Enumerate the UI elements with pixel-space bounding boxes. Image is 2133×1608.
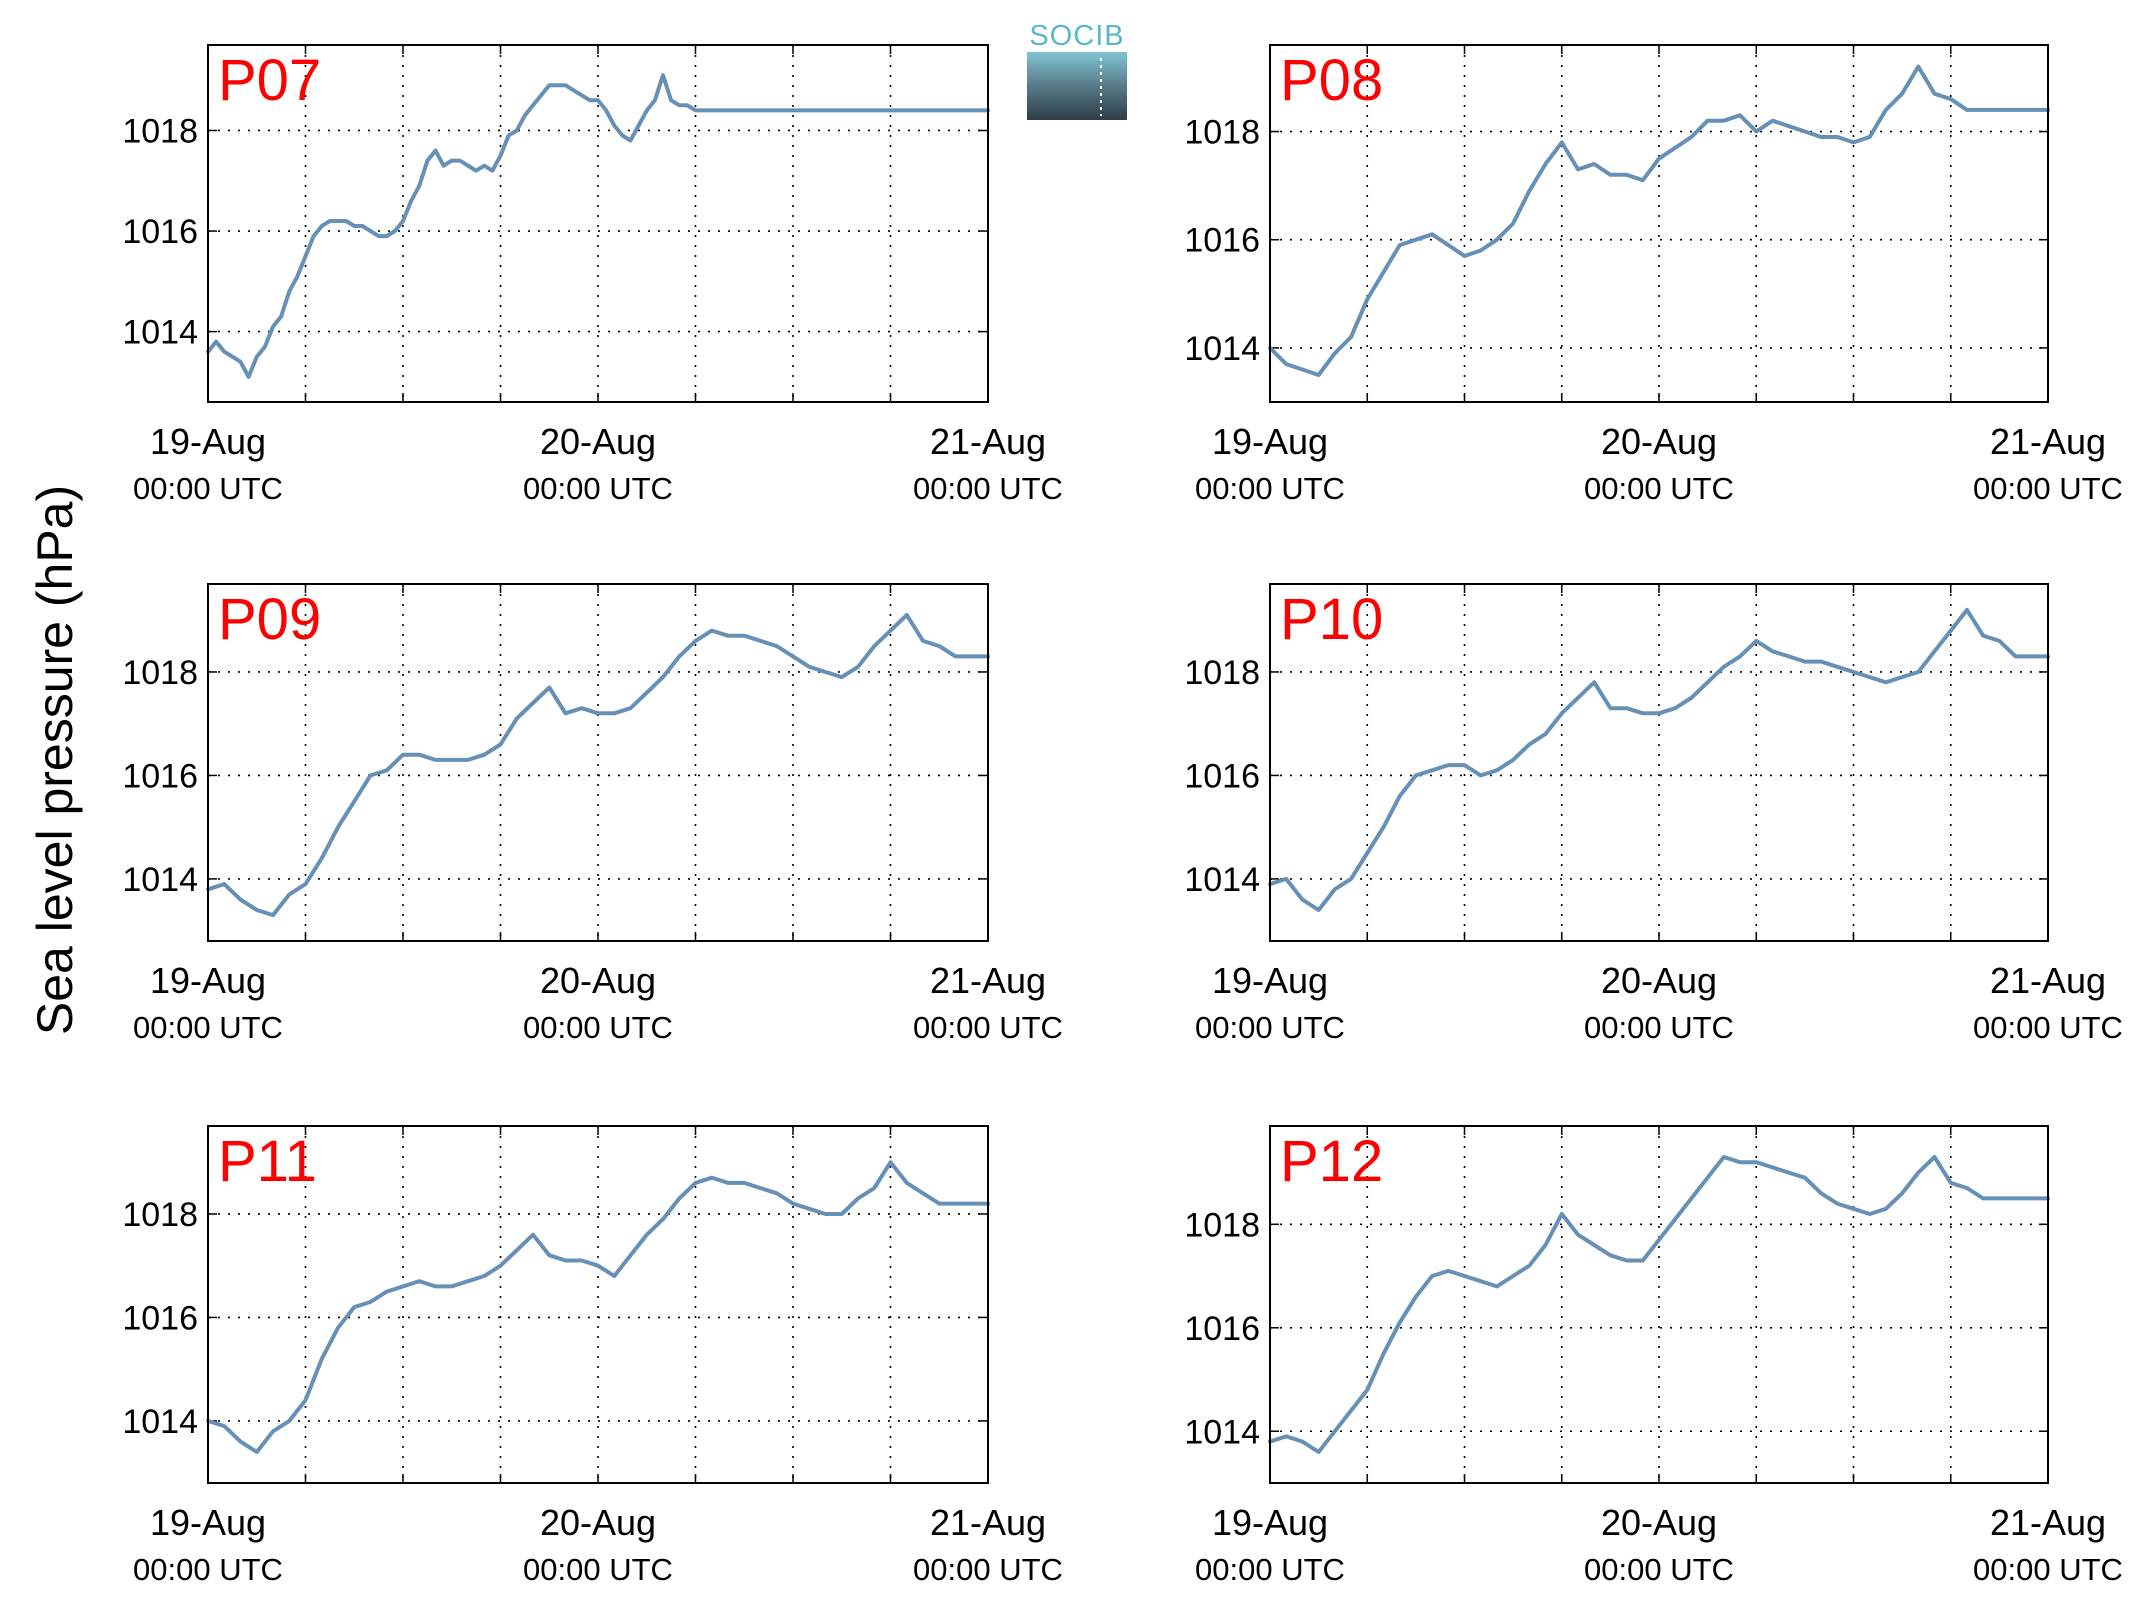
x-tick-label-date: 20-Aug: [540, 421, 656, 462]
x-tick-label-date: 21-Aug: [1990, 421, 2106, 462]
figure-ylabel: Sea level pressure (hPa): [27, 485, 83, 1035]
y-tick-label: 1018: [1184, 114, 1260, 152]
chart-panel-6: 1014 1016 1018 19-Aug 00:00 UTC 20-Aug 00:00 U…: [1184, 1125, 2123, 1587]
x-tick-label-time: 00:00 UTC: [133, 471, 283, 506]
x-tick-label-time: 00:00 UTC: [1195, 1552, 1345, 1587]
panel-label: P12: [1280, 1129, 1383, 1194]
y-tick-label: 1016: [1184, 1310, 1260, 1348]
x-tick-label-date: 21-Aug: [930, 960, 1046, 1001]
panel-label: P09: [218, 587, 321, 652]
x-tick-label-time: 00:00 UTC: [523, 1552, 673, 1587]
x-tick-label-time: 00:00 UTC: [1973, 1010, 2123, 1045]
y-tick-label: 1018: [122, 112, 198, 150]
x-tick-label-time: 00:00 UTC: [913, 471, 1063, 506]
y-tick-label: 1018: [1184, 654, 1260, 692]
chart-panel-2: 1014 1016 1018 19-Aug 00:00 UTC 20-Aug 00:00 U…: [1184, 44, 2123, 506]
y-tick-label: 1014: [122, 314, 198, 352]
x-tick-label-date: 21-Aug: [930, 421, 1046, 462]
series-line: [1268, 64, 2050, 377]
y-tick-label: 1016: [122, 213, 198, 251]
y-tick-label: 1018: [1184, 1206, 1260, 1244]
x-tick-label-time: 00:00 UTC: [1195, 1010, 1345, 1045]
series-line: [1268, 607, 2050, 912]
y-tick-label: 1016: [1184, 757, 1260, 795]
axes-frame: [1269, 44, 2049, 403]
x-tick-label-date: 20-Aug: [540, 1502, 656, 1543]
x-tick-label-date: 19-Aug: [150, 960, 266, 1001]
x-tick-label-date: 20-Aug: [540, 960, 656, 1001]
x-tick-label-time: 00:00 UTC: [913, 1552, 1063, 1587]
series-line: [206, 613, 990, 918]
y-tick-label: 1016: [1184, 222, 1260, 260]
x-tick-label-time: 00:00 UTC: [1973, 471, 2123, 506]
series-line: [1268, 1155, 2050, 1454]
x-tick-label-date: 19-Aug: [1212, 421, 1328, 462]
x-tick-label-time: 00:00 UTC: [913, 1010, 1063, 1045]
x-tick-label-time: 00:00 UTC: [1584, 1552, 1734, 1587]
y-tick-label: 1014: [122, 1403, 198, 1441]
y-tick-label: 1014: [1184, 1413, 1260, 1451]
series-line: [206, 73, 990, 379]
x-tick-label-date: 20-Aug: [1601, 1502, 1717, 1543]
x-tick-label-date: 19-Aug: [1212, 960, 1328, 1001]
axes-frame: [1269, 583, 2049, 942]
chart-panel-4: 1014 1016 1018 19-Aug 00:00 UTC 20-Aug 00:00 U…: [1184, 583, 2123, 1045]
series-line: [206, 1160, 990, 1454]
chart-panel-5: 1014 1016 1018 19-Aug 00:00 UTC 20-Aug 00:00 U…: [122, 1125, 1063, 1587]
x-tick-label-date: 21-Aug: [1990, 1502, 2106, 1543]
x-tick-label-time: 00:00 UTC: [1973, 1552, 2123, 1587]
x-tick-label-time: 00:00 UTC: [523, 1010, 673, 1045]
y-tick-label: 1018: [122, 1196, 198, 1234]
y-tick-label: 1014: [122, 861, 198, 899]
axes-frame: [207, 583, 989, 942]
panel-label: P07: [218, 48, 321, 113]
socib-logo-text: SOCIB: [1029, 20, 1124, 52]
panel-label: P08: [1280, 48, 1383, 113]
x-tick-label-date: 20-Aug: [1601, 960, 1717, 1001]
y-tick-label: 1014: [1184, 861, 1260, 899]
y-tick-label: 1016: [122, 1299, 198, 1337]
axes-frame: [207, 1125, 989, 1484]
x-tick-label-time: 00:00 UTC: [133, 1010, 283, 1045]
axes-frame: [207, 44, 989, 403]
chart-panel-1: 1014 1016 1018 19-Aug 00:00 UTC 20-Aug 00:00 U…: [122, 44, 1063, 506]
socib-logo: SOCIB: [1027, 20, 1127, 120]
chart-panel-3: 1014 1016 1018 19-Aug 00:00 UTC 20-Aug 00:00 U…: [122, 583, 1063, 1045]
x-tick-label-date: 21-Aug: [930, 1502, 1046, 1543]
panel-label: P11: [218, 1129, 317, 1194]
x-tick-label-date: 21-Aug: [1990, 960, 2106, 1001]
panel-label: P10: [1280, 587, 1383, 652]
x-tick-label-time: 00:00 UTC: [133, 1552, 283, 1587]
y-tick-label: 1014: [1184, 330, 1260, 368]
x-tick-label-date: 19-Aug: [1212, 1502, 1328, 1543]
x-tick-label-time: 00:00 UTC: [1584, 1010, 1734, 1045]
x-tick-label-date: 19-Aug: [150, 1502, 266, 1543]
y-tick-label: 1016: [122, 757, 198, 795]
x-tick-label-date: 20-Aug: [1601, 421, 1717, 462]
x-tick-label-time: 00:00 UTC: [1195, 471, 1345, 506]
x-tick-label-date: 19-Aug: [150, 421, 266, 462]
axes-frame: [1269, 1125, 2049, 1484]
x-tick-label-time: 00:00 UTC: [1584, 471, 1734, 506]
y-tick-label: 1018: [122, 654, 198, 692]
x-tick-label-time: 00:00 UTC: [523, 471, 673, 506]
